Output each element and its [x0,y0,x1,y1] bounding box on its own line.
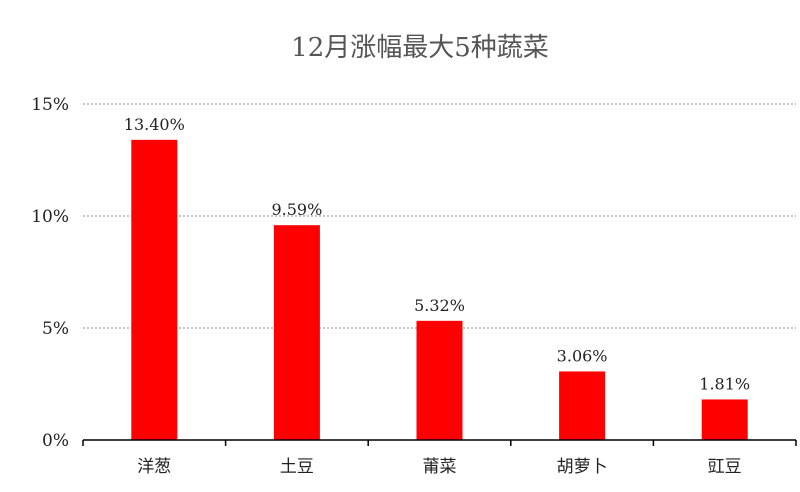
data-label: 13.40% [124,115,185,134]
category-label: 莆菜 [423,457,457,477]
category-label: 洋葱 [137,457,171,477]
y-tick-label: 10% [31,207,69,227]
y-axis-tick-labels: 0% 5% 10% 15% [31,95,69,451]
data-label: 3.06% [557,346,608,365]
y-tick-label: 5% [42,319,69,339]
x-axis-category-labels: 洋葱 土豆 莆菜 胡萝卜 豇豆 [137,457,741,477]
data-label: 1.81% [699,374,750,393]
bar [701,399,748,440]
y-tick-label: 0% [42,431,69,451]
bars [131,139,748,440]
bar [273,225,320,440]
data-label: 5.32% [414,296,465,315]
category-label: 豇豆 [708,457,742,477]
gridlines [83,103,796,329]
chart-title: 12月涨幅最大5种蔬菜 [291,33,549,63]
data-label: 9.59% [271,200,322,219]
bar [131,139,178,440]
bar [416,320,463,440]
category-label: 土豆 [280,457,314,477]
data-labels: 13.40% 9.59% 5.32% 3.06% 1.81% [124,115,750,394]
category-label: 胡萝卜 [557,457,608,477]
y-tick-label: 15% [31,95,69,115]
bar [559,371,606,440]
x-axis-tick-marks [82,440,797,446]
